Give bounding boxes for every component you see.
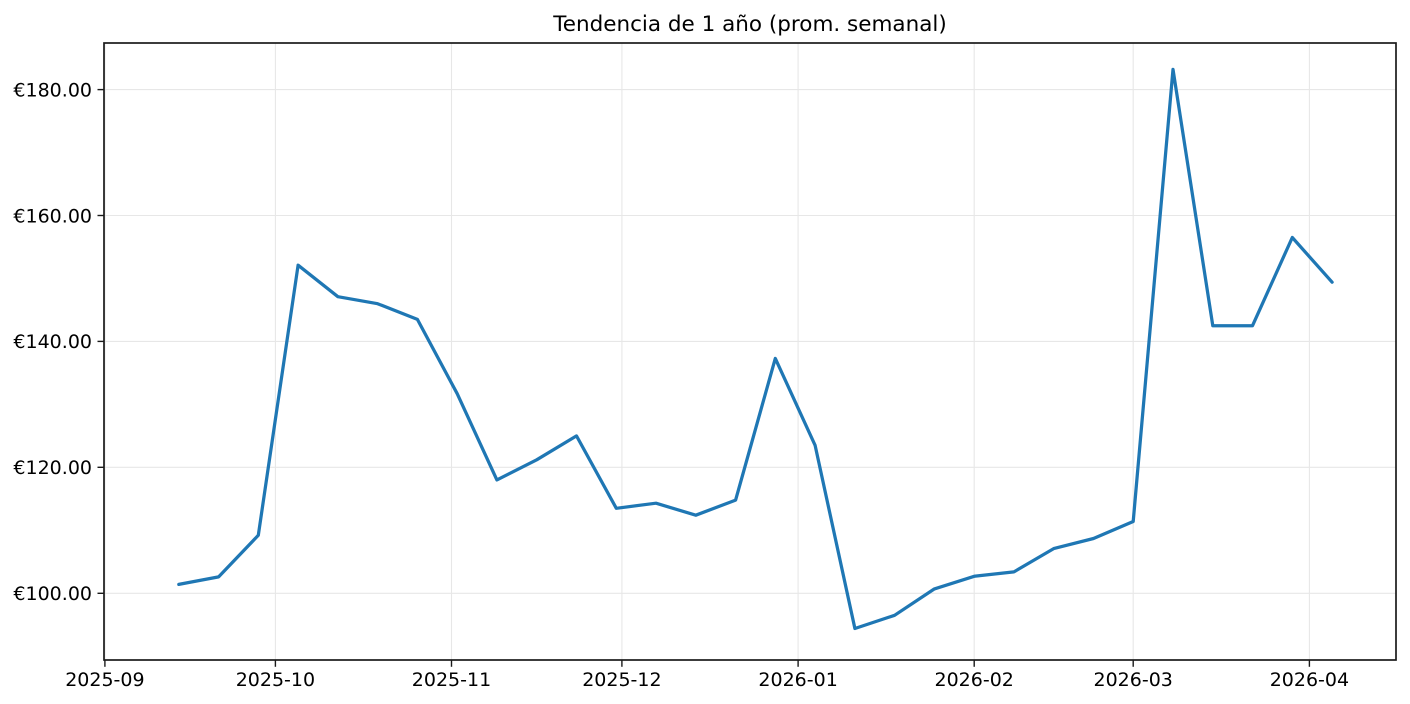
x-tick-label: 2026-02 bbox=[935, 669, 1014, 691]
gridlines bbox=[104, 43, 1396, 660]
y-tick-label: €100.00 bbox=[13, 583, 92, 605]
x-tick-label: 2025-10 bbox=[236, 669, 315, 691]
x-tick-label: 2025-09 bbox=[65, 669, 144, 691]
y-tick-label: €140.00 bbox=[13, 331, 92, 353]
x-axis: 2025-09 2025-10 2025-11 2025-12 2026-01 2026-… bbox=[65, 660, 1349, 691]
x-tick-label: 2026-04 bbox=[1270, 669, 1349, 691]
y-axis: €100.00 €120.00 €140.00 €160.00 €180.00 bbox=[13, 79, 104, 605]
y-tick-label: €120.00 bbox=[13, 457, 92, 479]
x-tick-label: 2026-01 bbox=[758, 669, 837, 691]
chart-title: Tendencia de 1 año (prom. semanal) bbox=[552, 12, 947, 37]
plot-border bbox=[103, 42, 1397, 661]
x-tick-label: 2026-03 bbox=[1094, 669, 1173, 691]
price-trend-line bbox=[177, 67, 1334, 631]
y-tick-label: €160.00 bbox=[13, 205, 92, 227]
y-tick-label: €180.00 bbox=[13, 79, 92, 101]
x-tick-label: 2025-11 bbox=[412, 669, 491, 691]
x-tick-label: 2025-12 bbox=[582, 669, 661, 691]
